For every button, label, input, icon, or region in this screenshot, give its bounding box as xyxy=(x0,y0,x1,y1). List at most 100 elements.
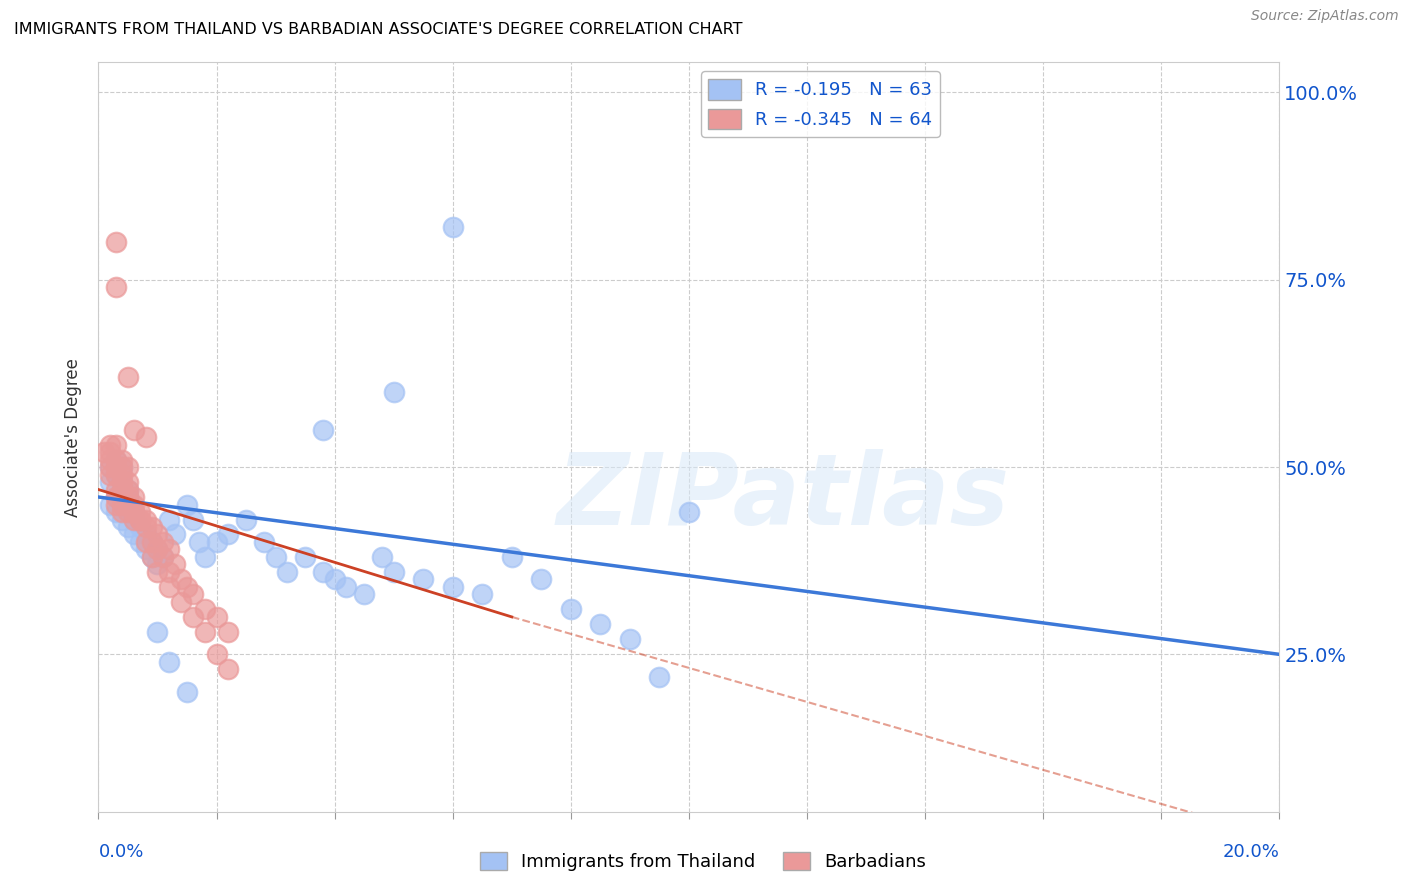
Point xyxy=(105,490,128,504)
Y-axis label: Associate's Degree: Associate's Degree xyxy=(65,358,83,516)
Point xyxy=(181,610,204,624)
Point xyxy=(157,542,180,557)
Point xyxy=(157,512,180,526)
Point xyxy=(560,602,582,616)
Point xyxy=(122,505,145,519)
Point xyxy=(105,505,128,519)
Point xyxy=(146,558,169,572)
Point xyxy=(441,580,464,594)
Text: Source: ZipAtlas.com: Source: ZipAtlas.com xyxy=(1251,9,1399,23)
Point xyxy=(111,475,134,489)
Point xyxy=(111,483,134,497)
Point xyxy=(205,535,228,549)
Point xyxy=(105,452,128,467)
Point xyxy=(111,467,134,482)
Point xyxy=(128,520,150,534)
Point xyxy=(312,565,335,579)
Point xyxy=(194,624,217,639)
Point xyxy=(176,685,198,699)
Point xyxy=(117,460,139,475)
Point xyxy=(217,662,239,676)
Point xyxy=(146,542,169,557)
Point xyxy=(353,587,375,601)
Point xyxy=(135,520,157,534)
Point xyxy=(105,452,128,467)
Point xyxy=(105,467,128,482)
Point xyxy=(141,535,163,549)
Point xyxy=(122,512,145,526)
Point xyxy=(471,587,494,601)
Point xyxy=(117,505,139,519)
Point xyxy=(98,437,121,451)
Point xyxy=(111,512,134,526)
Point xyxy=(111,505,134,519)
Point xyxy=(501,549,523,564)
Point xyxy=(176,580,198,594)
Point xyxy=(105,460,128,475)
Point xyxy=(146,565,169,579)
Point xyxy=(170,595,193,609)
Text: 20.0%: 20.0% xyxy=(1223,843,1279,861)
Point xyxy=(98,475,121,489)
Point xyxy=(135,430,157,444)
Point xyxy=(105,483,128,497)
Point xyxy=(128,512,150,526)
Point xyxy=(128,505,150,519)
Point xyxy=(152,535,174,549)
Point xyxy=(264,549,287,564)
Point xyxy=(619,632,641,647)
Text: IMMIGRANTS FROM THAILAND VS BARBADIAN ASSOCIATE'S DEGREE CORRELATION CHART: IMMIGRANTS FROM THAILAND VS BARBADIAN AS… xyxy=(14,22,742,37)
Point xyxy=(152,549,174,564)
Point xyxy=(165,527,187,541)
Point xyxy=(117,490,139,504)
Point xyxy=(181,587,204,601)
Point xyxy=(165,558,187,572)
Point xyxy=(135,542,157,557)
Point xyxy=(135,535,157,549)
Point xyxy=(217,527,239,541)
Point xyxy=(205,610,228,624)
Point xyxy=(157,565,180,579)
Point xyxy=(93,445,115,459)
Point xyxy=(253,535,276,549)
Point xyxy=(412,573,434,587)
Point xyxy=(117,498,139,512)
Point xyxy=(276,565,298,579)
Point xyxy=(98,467,121,482)
Point xyxy=(146,624,169,639)
Point xyxy=(117,490,139,504)
Point xyxy=(105,437,128,451)
Point xyxy=(157,655,180,669)
Point xyxy=(678,505,700,519)
Point xyxy=(146,527,169,541)
Point xyxy=(117,370,139,384)
Point xyxy=(111,460,134,475)
Point xyxy=(371,549,394,564)
Point xyxy=(648,670,671,684)
Point xyxy=(170,573,193,587)
Legend: Immigrants from Thailand, Barbadians: Immigrants from Thailand, Barbadians xyxy=(472,845,934,879)
Point xyxy=(128,535,150,549)
Legend: R = -0.195   N = 63, R = -0.345   N = 64: R = -0.195 N = 63, R = -0.345 N = 64 xyxy=(702,71,939,136)
Point xyxy=(382,565,405,579)
Text: ZIPatlas: ZIPatlas xyxy=(557,449,1010,546)
Point xyxy=(217,624,239,639)
Point xyxy=(441,220,464,235)
Point xyxy=(117,483,139,497)
Point xyxy=(111,483,134,497)
Point xyxy=(98,498,121,512)
Point xyxy=(181,512,204,526)
Point xyxy=(98,460,121,475)
Point xyxy=(187,535,209,549)
Point xyxy=(98,452,121,467)
Point xyxy=(111,452,134,467)
Point xyxy=(294,549,316,564)
Text: 0.0%: 0.0% xyxy=(98,843,143,861)
Point xyxy=(105,280,128,294)
Point xyxy=(117,505,139,519)
Point xyxy=(589,617,612,632)
Point xyxy=(176,498,198,512)
Point xyxy=(122,512,145,526)
Point xyxy=(122,527,145,541)
Point xyxy=(141,520,163,534)
